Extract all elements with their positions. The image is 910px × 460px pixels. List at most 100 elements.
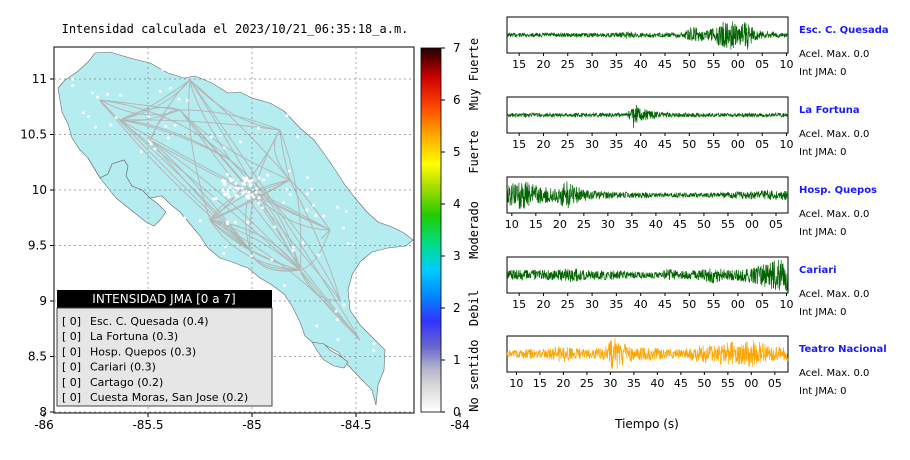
town-dot [183, 216, 187, 220]
station-name: Hosp. Quepos [799, 185, 877, 196]
time-tick-label: 40 [650, 377, 664, 390]
town-dot [342, 303, 346, 307]
y-tick-label: 10 [32, 183, 47, 197]
town-dot [166, 136, 170, 140]
town-dot [305, 208, 309, 212]
map-y-ticks: 11 10.5 10 9.5 9 8.5 8 [20, 72, 54, 419]
road [119, 79, 191, 121]
town-dot [284, 188, 288, 192]
town-dot [168, 86, 172, 90]
town-dot [246, 220, 250, 224]
time-tick-label: 55 [721, 218, 735, 231]
trace-panel: 10 15 20 25 30 35 40 45 50 55 00 05 Teatro Nacional A… [506, 335, 887, 397]
road [99, 99, 251, 251]
town-dot [109, 123, 113, 127]
station-accel: Acel. Max. 0.0 [799, 289, 869, 300]
time-tick-label: 00 [731, 298, 745, 311]
station-accel: Acel. Max. 0.0 [799, 209, 869, 220]
time-tick-label: 15 [512, 138, 526, 151]
time-tick-label: 00 [731, 58, 745, 71]
town-dot [285, 114, 289, 118]
time-tick-label: 35 [627, 377, 641, 390]
town-dot [222, 189, 226, 193]
time-tick-label: 55 [707, 298, 721, 311]
station-jma: Int JMA: 0 [799, 227, 847, 238]
legend-item-value: [ 0] [62, 361, 81, 374]
station-name: La Fortuna [799, 105, 860, 116]
time-tick-label: 55 [707, 58, 721, 71]
time-tick-label: 10 [505, 218, 519, 231]
time-tick-label: 35 [609, 138, 623, 151]
intensity-map: -86-85.5-85-84.5-84-83.5-83 1110.5109.59… [20, 46, 470, 432]
legend-item-label: La Fortuna (0.3) [90, 330, 178, 343]
town-dot [248, 183, 253, 187]
town-dot [222, 146, 226, 150]
town-dot [212, 197, 216, 201]
town-dot [225, 172, 229, 176]
town-dot [247, 190, 251, 194]
town-dot [241, 181, 245, 185]
legend-item-label: Cariari (0.3) [90, 361, 156, 374]
road [299, 269, 361, 341]
time-tick-label: 00 [745, 218, 759, 231]
town-dot [235, 194, 239, 198]
town-dot [335, 205, 339, 209]
town-dot [241, 191, 245, 195]
station-jma: Int JMA: 0 [799, 386, 847, 397]
town-dot [234, 186, 238, 190]
y-tick-label: 9 [39, 294, 47, 308]
town-dot [335, 317, 339, 321]
time-tick-label: 15 [512, 298, 526, 311]
legend-item-value: [ 0] [62, 345, 81, 358]
time-tick-label: 45 [658, 138, 672, 151]
town-dot [227, 195, 231, 199]
road [249, 249, 301, 271]
legend-item-value: [ 0] [62, 315, 81, 328]
time-tick-label: 30 [601, 218, 615, 231]
town-dot [257, 201, 261, 205]
town-dot [244, 194, 249, 198]
town-dot [283, 284, 287, 288]
road [209, 219, 301, 271]
waveform-line [506, 21, 789, 50]
time-tick-label: 20 [536, 58, 550, 71]
road [209, 179, 291, 221]
town-dot [147, 115, 151, 119]
colorbar-category-label: Fuerte [467, 130, 481, 173]
road [189, 79, 291, 181]
town-dot [148, 140, 152, 144]
town-dot [352, 242, 356, 246]
legend-item-label: Hosp. Quepos (0.3) [90, 345, 196, 358]
station-jma: Int JMA: 0 [799, 147, 847, 158]
seismogram-panels: 15 20 25 30 35 40 45 50 55 00 05 10 Esc. C. Quesada A… [505, 16, 889, 431]
time-tick-label: 55 [707, 138, 721, 151]
time-tick-label: 10 [509, 377, 523, 390]
road [119, 119, 281, 131]
y-tick-label: 8.5 [28, 350, 47, 364]
map-title: Intensidad calculada el 2023/10/21_06:35… [61, 22, 409, 36]
road [149, 139, 301, 271]
time-tick-label: 15 [533, 377, 547, 390]
town-dot [209, 135, 213, 139]
time-tick-label: 20 [553, 218, 567, 231]
time-tick-label: 50 [682, 58, 696, 71]
station-accel: Acel. Max. 0.0 [799, 129, 869, 140]
town-points [71, 60, 389, 357]
town-dot [372, 342, 376, 346]
trace-panel: 10 15 20 25 30 35 40 45 50 55 00 05 Hosp. Quepos Acel… [505, 176, 877, 238]
intensity-legend: INTENSIDAD JMA [0 a 7] [ 0] Esc. C. Quesa… [56, 290, 273, 407]
town-dot [250, 179, 254, 183]
town-dot [270, 258, 274, 262]
town-dot [250, 192, 254, 196]
waveform-line [506, 181, 789, 209]
town-dot [282, 201, 286, 205]
time-tick-label: 30 [603, 377, 617, 390]
time-tick-label: 10 [780, 298, 794, 311]
town-dot [305, 192, 309, 196]
legend-item-value: [ 0] [62, 391, 81, 404]
station-jma: Int JMA: 0 [799, 67, 847, 78]
road [229, 159, 301, 271]
town-dot [96, 95, 100, 99]
town-dot [312, 203, 316, 207]
time-axis-label: Tiempo (s) [614, 417, 679, 431]
